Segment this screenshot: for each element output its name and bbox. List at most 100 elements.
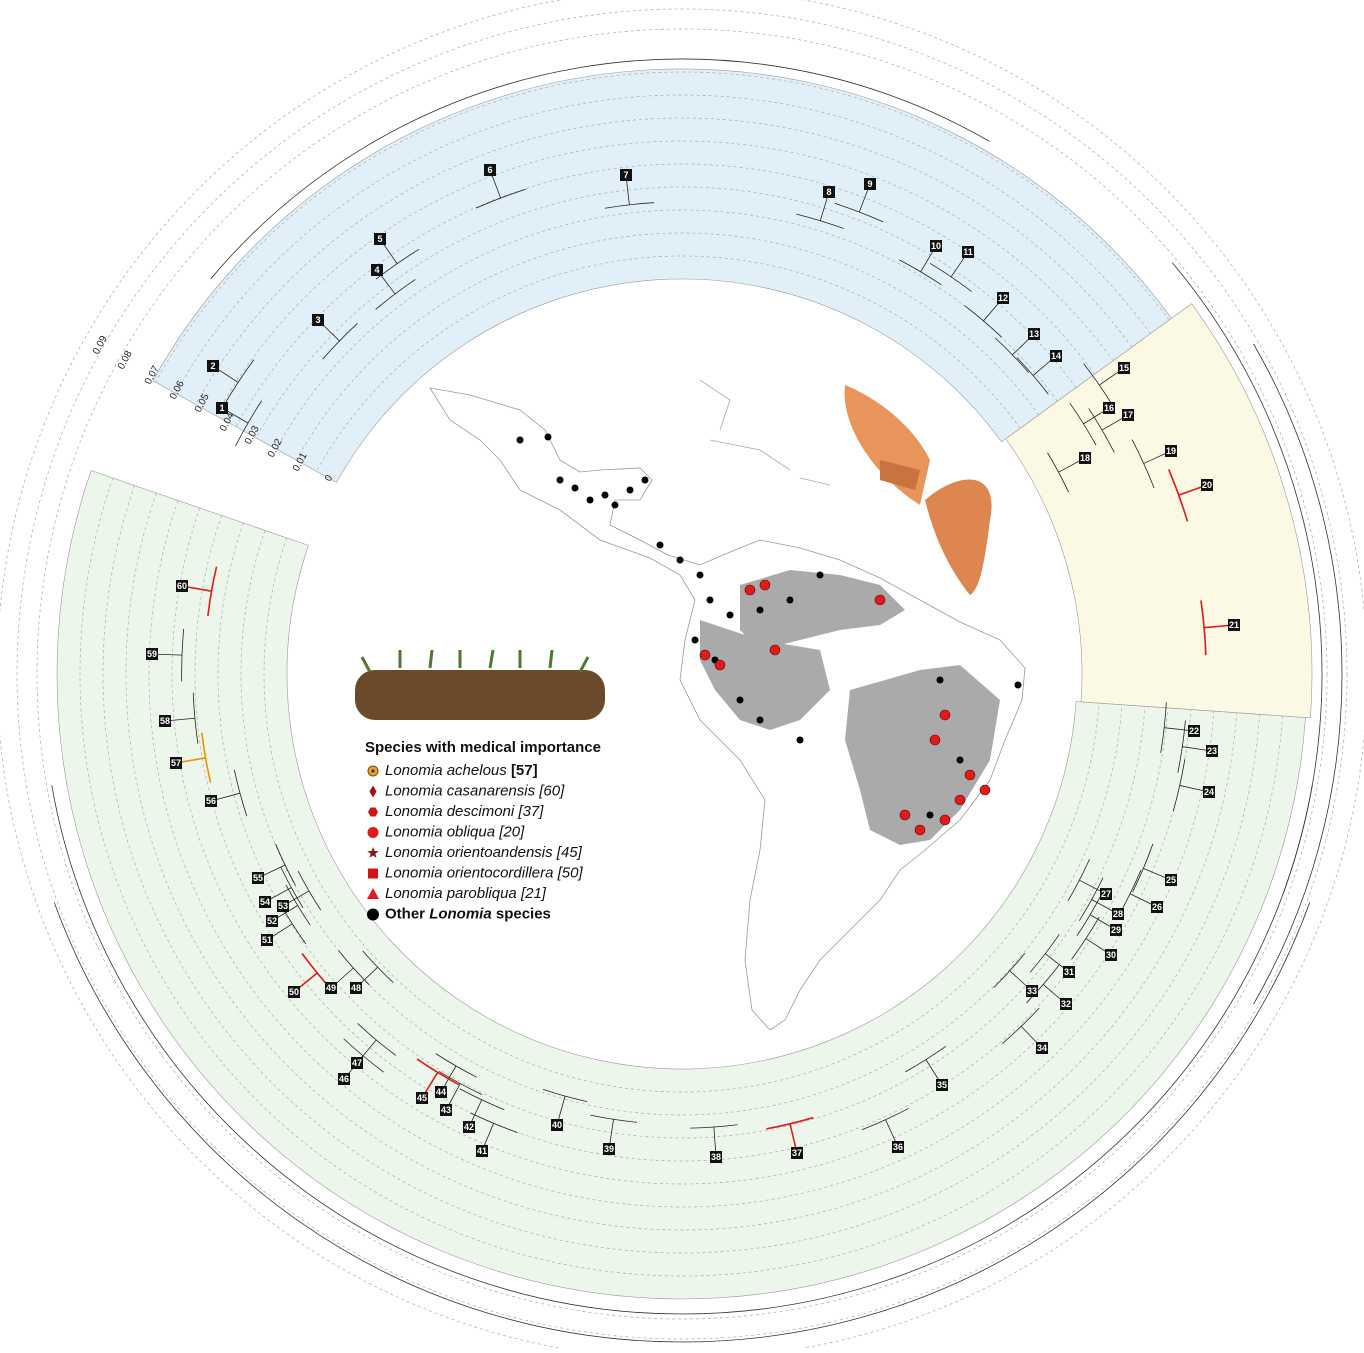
node-box bbox=[997, 292, 1009, 304]
occurrence-dot bbox=[726, 611, 734, 619]
node-number: 33 bbox=[1027, 986, 1037, 996]
node-box bbox=[338, 1073, 350, 1085]
legend-label: Other Lonomia species bbox=[385, 905, 551, 922]
legend-entry: Lonomia obliqua [20] bbox=[367, 823, 525, 840]
legend-entry: Lonomia descimoni [37] bbox=[368, 803, 544, 820]
species-name: Lonomia parobliqua bbox=[385, 885, 517, 902]
node-number: 14 bbox=[1051, 351, 1061, 361]
node-number: 37 bbox=[792, 1148, 802, 1158]
node-label: 5 bbox=[374, 233, 386, 245]
node-box bbox=[1079, 452, 1091, 464]
species-tag: [57] bbox=[511, 762, 538, 779]
scale-label: 0.09 bbox=[91, 334, 110, 357]
occurrence-dot bbox=[756, 716, 764, 724]
node-label: 18 bbox=[1079, 452, 1091, 464]
occurrence-dot bbox=[926, 811, 934, 819]
outer-ring bbox=[36, 28, 1328, 1320]
scale-ring bbox=[316, 255, 1021, 472]
node-label: 16 bbox=[1103, 402, 1115, 414]
legend-label: Lonomia parobliqua [21] bbox=[385, 885, 547, 902]
species-name: Lonomia descimoni bbox=[385, 803, 515, 820]
scale-ring bbox=[125, 492, 1237, 1231]
scale-label: 0 bbox=[323, 473, 336, 483]
node-box bbox=[351, 1057, 363, 1069]
medical-dot bbox=[939, 709, 951, 721]
legend-symbol-dot bbox=[371, 769, 375, 773]
occurrence-dot bbox=[1014, 681, 1022, 689]
node-box bbox=[205, 795, 217, 807]
node-box bbox=[371, 264, 383, 276]
occurrence-dot bbox=[956, 756, 964, 764]
node-number: 6 bbox=[487, 165, 492, 175]
node-label: 4 bbox=[371, 264, 383, 276]
scale-ring bbox=[102, 485, 1260, 1254]
node-label: 43 bbox=[440, 1104, 452, 1116]
legend-entry: Lonomia casanarensis [60] bbox=[369, 782, 565, 799]
node-label: 24 bbox=[1203, 786, 1215, 798]
node-box bbox=[435, 1086, 447, 1098]
legend-label: Lonomia orientocordillera [50] bbox=[385, 864, 583, 881]
distribution-atlantic bbox=[845, 665, 1000, 845]
species-tag: [50] bbox=[557, 864, 584, 881]
occurrence-dot bbox=[556, 476, 564, 484]
node-label: 50 bbox=[288, 986, 300, 998]
node-box bbox=[791, 1147, 803, 1159]
occurrence-dot bbox=[676, 556, 684, 564]
node-label: 6 bbox=[484, 164, 496, 176]
occurrence-dot bbox=[796, 736, 804, 744]
node-box bbox=[1028, 328, 1040, 340]
caterpillar-body bbox=[355, 670, 605, 720]
node-label: 38 bbox=[710, 1151, 722, 1163]
legend-entry: Lonomia achelous [57] bbox=[367, 762, 538, 779]
node-box bbox=[1118, 362, 1130, 374]
node-label: 11 bbox=[962, 246, 974, 258]
medical-dot bbox=[699, 649, 711, 661]
node-label: 31 bbox=[1063, 966, 1075, 978]
node-box bbox=[325, 982, 337, 994]
node-box bbox=[1036, 1042, 1048, 1054]
node-box bbox=[1112, 908, 1124, 920]
node-number: 16 bbox=[1104, 403, 1114, 413]
medical-dot bbox=[964, 769, 976, 781]
caterpillar bbox=[355, 649, 605, 720]
medical-dot bbox=[914, 824, 926, 836]
node-label: 48 bbox=[350, 982, 362, 994]
node-number: 56 bbox=[206, 796, 216, 806]
scale-ring bbox=[263, 537, 1100, 1093]
occurrence-dot bbox=[626, 486, 634, 494]
moth-wing-right bbox=[925, 479, 992, 595]
scale-label: 0.08 bbox=[116, 349, 135, 372]
node-label: 22 bbox=[1188, 725, 1200, 737]
node-box bbox=[1063, 966, 1075, 978]
occurrence-dot bbox=[816, 571, 824, 579]
legend-entry: Lonomia orientocordillera [50] bbox=[368, 864, 583, 881]
node-label: 35 bbox=[936, 1079, 948, 1091]
node-number: 52 bbox=[267, 916, 277, 926]
node-number: 57 bbox=[171, 758, 181, 768]
node-number: 29 bbox=[1111, 925, 1121, 935]
occurrence-dot bbox=[641, 476, 649, 484]
node-label: 59 bbox=[146, 648, 158, 660]
node-label: 19 bbox=[1165, 445, 1177, 457]
node-box bbox=[1103, 402, 1115, 414]
node-box bbox=[1105, 949, 1117, 961]
legend-entry-other: Other Lonomia species bbox=[367, 905, 551, 922]
node-number: 26 bbox=[1152, 902, 1162, 912]
node-box bbox=[1203, 786, 1215, 798]
medical-dot bbox=[744, 584, 756, 596]
node-number: 46 bbox=[339, 1074, 349, 1084]
node-label: 23 bbox=[1206, 745, 1218, 757]
node-box bbox=[962, 246, 974, 258]
node-label: 41 bbox=[476, 1145, 488, 1157]
caterpillar-spines bbox=[360, 649, 590, 673]
node-label: 9 bbox=[864, 178, 876, 190]
medical-dot bbox=[899, 809, 911, 821]
node-box bbox=[1165, 874, 1177, 886]
legend-symbol bbox=[368, 868, 378, 879]
node-number: 54 bbox=[260, 897, 270, 907]
node-box bbox=[277, 900, 289, 912]
moth bbox=[844, 385, 992, 595]
clade-blue bbox=[152, 68, 1172, 483]
legend-entry: Lonomia parobliqua [21] bbox=[367, 885, 547, 902]
node-box bbox=[1151, 901, 1163, 913]
